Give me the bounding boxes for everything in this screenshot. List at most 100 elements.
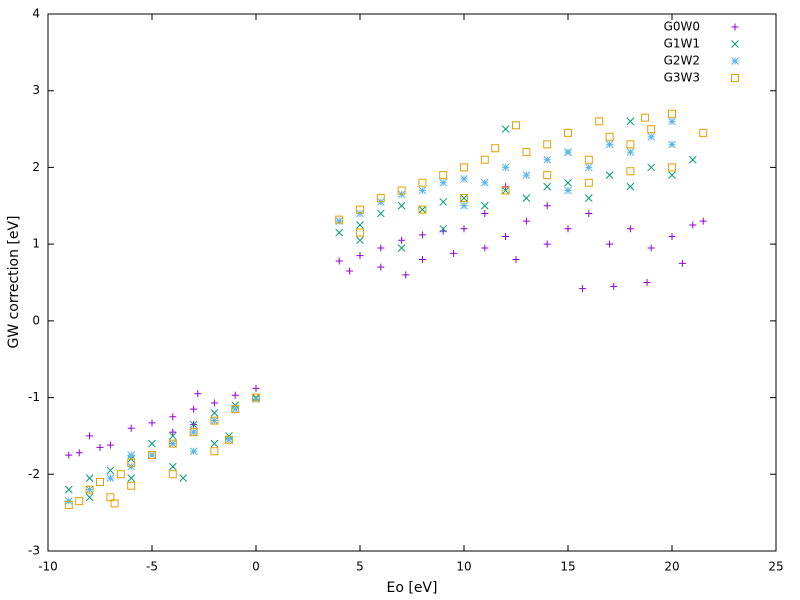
point (606, 240, 614, 248)
x-tick-label: -10 (38, 560, 58, 574)
point (179, 474, 188, 482)
point (605, 140, 614, 149)
point (643, 279, 651, 286)
point (346, 267, 354, 275)
point (86, 432, 94, 440)
legend-label: G3W3 (664, 71, 700, 85)
point (647, 244, 655, 252)
point (626, 225, 634, 233)
point (356, 228, 364, 237)
point (127, 424, 135, 432)
point (64, 500, 73, 509)
point (418, 205, 427, 214)
point (564, 186, 572, 195)
x-tick-label: 15 (560, 560, 575, 574)
point (106, 441, 114, 449)
point (460, 175, 468, 183)
point (450, 249, 458, 257)
point (127, 451, 136, 459)
point (418, 231, 426, 239)
point (688, 155, 697, 164)
point (96, 443, 104, 451)
point (116, 470, 125, 479)
y-tick-label: -1 (28, 390, 40, 404)
point (168, 462, 177, 471)
point (398, 236, 406, 244)
point (335, 228, 344, 237)
x-tick-label: 10 (456, 560, 471, 574)
point (85, 474, 94, 482)
point (668, 109, 676, 118)
point (148, 451, 156, 459)
y-tick-label: 3 (32, 83, 40, 97)
point (231, 391, 239, 399)
point (168, 470, 177, 479)
plot-border (47, 13, 777, 552)
point (595, 117, 604, 126)
point (584, 178, 593, 187)
point (626, 148, 635, 156)
point (85, 485, 94, 494)
legend-marker (731, 74, 739, 82)
point (480, 155, 489, 164)
point (190, 405, 198, 413)
x-tick-label: 0 (252, 560, 260, 574)
point (678, 259, 686, 267)
point (491, 144, 500, 153)
point (168, 432, 177, 440)
legend-marker (731, 40, 739, 48)
point (96, 477, 104, 486)
point (543, 171, 552, 180)
legend-label: G2W2 (664, 54, 700, 68)
point (252, 384, 260, 392)
point (127, 481, 136, 490)
point (501, 125, 510, 133)
y-tick-label: -3 (28, 544, 40, 558)
point (502, 232, 510, 240)
point (168, 439, 177, 448)
point (252, 393, 260, 402)
point (225, 435, 233, 444)
point (376, 194, 385, 203)
point (418, 178, 427, 187)
point (231, 405, 240, 414)
point (501, 186, 510, 195)
point (335, 217, 344, 225)
point (169, 428, 177, 436)
point (224, 435, 233, 444)
point (522, 148, 531, 157)
point (210, 416, 219, 425)
point (501, 163, 510, 172)
point (169, 413, 177, 421)
point (626, 182, 635, 191)
point (210, 447, 219, 456)
point (106, 474, 115, 482)
point (543, 202, 551, 210)
point (397, 244, 406, 252)
point (85, 493, 94, 502)
point (402, 271, 410, 279)
point (626, 140, 635, 149)
point (522, 171, 531, 179)
point (439, 178, 448, 187)
point (106, 466, 115, 475)
point (647, 132, 656, 141)
point (210, 439, 219, 448)
y-tick-label: 4 (32, 7, 40, 21)
point (189, 447, 198, 456)
point (75, 497, 84, 506)
point (543, 182, 552, 191)
point (210, 416, 219, 425)
point (668, 163, 676, 172)
point (668, 117, 676, 126)
point (668, 171, 676, 179)
point (189, 428, 198, 436)
point (418, 186, 427, 195)
point (377, 263, 385, 271)
point (110, 499, 119, 508)
point (501, 186, 510, 195)
point (668, 140, 676, 149)
point (356, 252, 364, 260)
point (543, 155, 552, 164)
point (460, 194, 468, 203)
